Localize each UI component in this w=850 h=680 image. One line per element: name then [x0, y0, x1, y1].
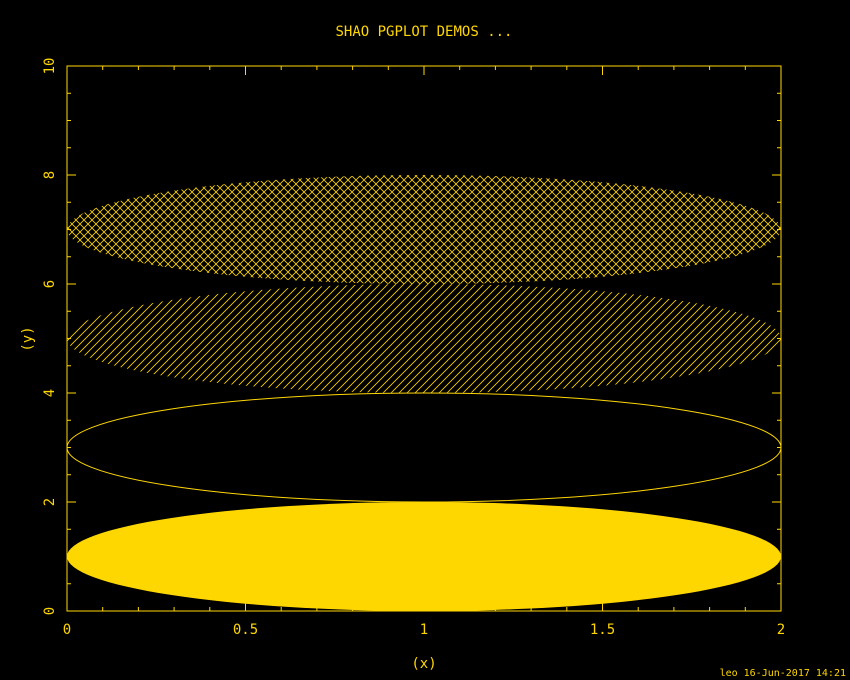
footer-stamp: leo 16-Jun-2017 14:21: [720, 668, 846, 679]
x-tick-label: 0: [63, 622, 71, 638]
ellipse-solid: [67, 502, 781, 611]
y-tick-label: 0: [42, 607, 58, 615]
x-tick-label: 2: [777, 622, 785, 638]
x-tick-label: 1: [420, 622, 428, 638]
y-tick-label: 6: [42, 280, 58, 288]
y-axis-label: (y): [20, 326, 36, 351]
ellipse-layer: [66, 175, 782, 611]
chart-title: SHAO PGPLOT DEMOS ...: [335, 24, 512, 40]
y-tick-label: 2: [42, 498, 58, 506]
y-tick-label: 4: [42, 389, 58, 397]
y-tick-label: 10: [42, 58, 58, 75]
y-tick-label: 8: [42, 171, 58, 179]
x-tick-label: 1.5: [590, 622, 615, 638]
axis-ticks: [66, 65, 782, 612]
x-tick-labels: 0 0.5 1 1.5 2: [63, 622, 785, 638]
x-tick-label: 0.5: [233, 622, 258, 638]
x-axis-label: (x): [411, 656, 436, 672]
ellipse-hatched: [67, 284, 781, 393]
y-tick-labels: 0 2 4 6 8 10: [42, 58, 58, 616]
ellipse-cross-hatched: [67, 175, 781, 284]
ellipse-outline: [66, 392, 782, 503]
